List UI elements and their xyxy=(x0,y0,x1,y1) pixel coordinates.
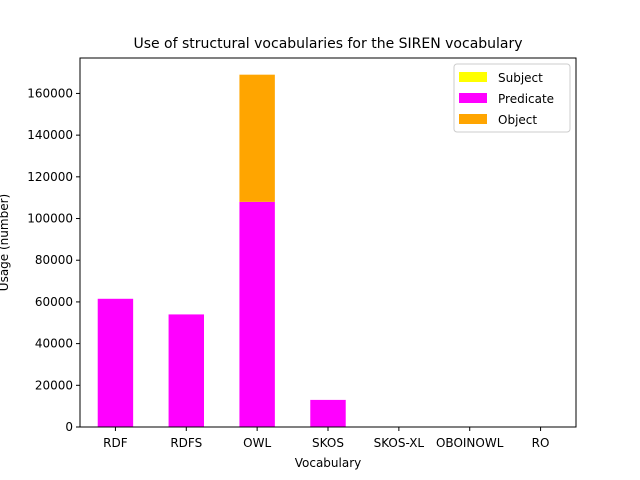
y-tick-label: 80000 xyxy=(35,253,73,267)
x-tick-label-rdfs: RDFS xyxy=(170,436,202,450)
y-tick-label: 140000 xyxy=(27,128,73,142)
y-tick-label: 120000 xyxy=(27,170,73,184)
bar-predicate-skos xyxy=(310,399,346,427)
legend-label-subject: Subject xyxy=(498,71,543,85)
legend-swatch-object xyxy=(459,114,487,124)
y-tick-label: 40000 xyxy=(35,337,73,351)
legend-swatch-predicate xyxy=(459,93,487,103)
legend: Subject Predicate Object xyxy=(453,63,571,133)
y-tick-label: 60000 xyxy=(35,295,73,309)
legend-label-predicate: Predicate xyxy=(498,92,554,106)
bar-predicate-owl xyxy=(239,201,275,427)
y-tick-label: 0 xyxy=(65,420,73,434)
x-tick-label-oboinowl: OBOINOWL xyxy=(436,436,504,450)
legend-swatch-subject xyxy=(459,72,487,82)
bar-predicate-rdfs xyxy=(168,314,204,427)
axes-group: 0 20000 40000 60000 80000 100000 120000 140000 1… xyxy=(27,57,577,450)
y-tick-label: 160000 xyxy=(27,86,73,100)
x-tick-label-skos: SKOS xyxy=(312,436,344,450)
y-axis-label: Usage (number) xyxy=(0,194,11,291)
chart-title: Use of structural vocabularies for the S… xyxy=(133,36,522,52)
bars-group xyxy=(97,74,346,427)
y-tick-label: 20000 xyxy=(35,378,73,392)
bar-object-owl xyxy=(239,74,275,202)
x-tick-label-skos-xl: SKOS-XL xyxy=(374,436,425,450)
x-axis-label: Vocabulary xyxy=(295,456,362,470)
x-tick-label-rdf: RDF xyxy=(103,436,128,450)
bar-predicate-rdf xyxy=(97,298,134,427)
y-tick-label: 100000 xyxy=(27,212,73,226)
legend-label-object: Object xyxy=(498,113,537,127)
x-tick-label-owl: OWL xyxy=(243,436,271,450)
x-tick-label-ro: RO xyxy=(532,436,550,450)
